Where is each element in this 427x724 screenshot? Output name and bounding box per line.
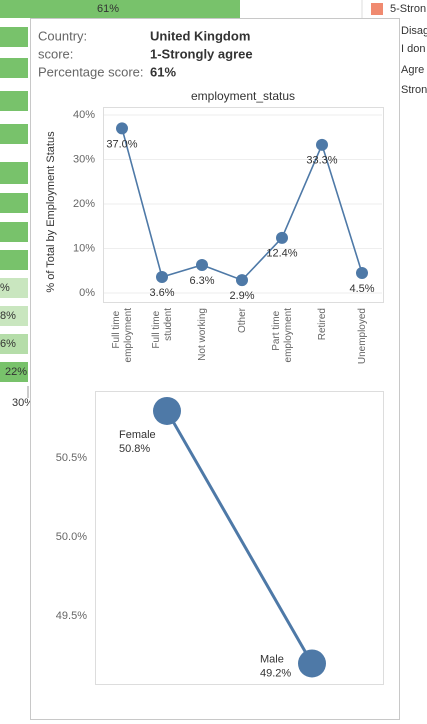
bg-bar xyxy=(0,193,28,213)
bg-bar xyxy=(0,278,28,298)
point xyxy=(116,122,128,135)
data-label: 4.5% xyxy=(349,283,374,295)
data-label: 49.2% xyxy=(260,667,291,679)
series-line xyxy=(165,410,314,665)
field-label: Country: xyxy=(38,28,87,43)
point xyxy=(153,396,181,425)
x-tick-label: Not working xyxy=(197,308,208,361)
bg-bar xyxy=(0,362,28,382)
x-tick-label: Unemployed xyxy=(357,308,368,364)
y-tick-label: 30% xyxy=(73,153,95,165)
legend-text: 5-Stron xyxy=(390,3,426,15)
bg-bar xyxy=(0,250,28,270)
field-label: score: xyxy=(38,46,73,61)
bg-bar-label: % xyxy=(0,282,10,294)
plots: employment_status % of Total by Employmen… xyxy=(45,89,382,679)
legend-text: Stron xyxy=(401,84,427,96)
bg-axis-label: 30% xyxy=(12,397,34,409)
legend-text: Agre xyxy=(401,64,424,76)
point-category: Female xyxy=(119,429,156,441)
y-tick-label: 50.5% xyxy=(56,452,87,464)
data-label: 33.3% xyxy=(306,155,337,167)
point-category: Male xyxy=(260,653,284,665)
plot-frame xyxy=(95,391,384,685)
y-tick-label: 10% xyxy=(73,242,95,254)
field-value: 61% xyxy=(150,64,176,79)
bg-bar xyxy=(0,222,28,242)
field-value: United Kingdom xyxy=(150,28,250,43)
data-label: 3.6% xyxy=(149,287,174,299)
y-tick-label: 50.0% xyxy=(56,531,87,543)
field-value: 1-Strongly agree xyxy=(150,46,253,61)
data-label: 37.0% xyxy=(106,138,137,150)
chart-title: employment_status xyxy=(191,89,295,103)
bg-bar xyxy=(0,124,28,144)
data-label: 50.8% xyxy=(119,443,150,455)
bg-bar-label: 22% xyxy=(5,366,27,378)
bg-bar xyxy=(0,334,28,354)
bg-bar xyxy=(0,91,28,111)
point xyxy=(276,231,288,244)
bg-bar xyxy=(0,27,28,47)
bg-bar-label: 8% xyxy=(0,310,16,322)
y-axis-label: % of Total by Employment Status xyxy=(45,131,57,293)
point xyxy=(316,138,328,151)
legend-text: I don xyxy=(401,43,425,55)
legend-text: Disag xyxy=(401,25,427,37)
x-tick-label: Other xyxy=(237,307,248,333)
x-tick-label: Full time employment xyxy=(111,308,134,363)
point xyxy=(298,649,326,678)
plot-frame xyxy=(103,107,384,303)
y-tick-label: 20% xyxy=(73,198,95,210)
bg-bar-label: 6% xyxy=(0,338,16,350)
data-label: 12.4% xyxy=(266,248,297,260)
point xyxy=(156,270,168,283)
y-tick-label: 0% xyxy=(79,287,95,299)
data-label: 6.3% xyxy=(189,275,214,287)
x-tick-label: Retired xyxy=(317,308,328,340)
x-tick-label: Full time student xyxy=(151,308,174,349)
point xyxy=(196,258,208,271)
tooltip xyxy=(30,18,400,720)
bg-bar xyxy=(0,58,28,78)
point xyxy=(356,266,368,279)
legend-swatch xyxy=(371,3,383,15)
bg-bar xyxy=(0,306,28,326)
y-tick-label: 40% xyxy=(73,109,95,121)
point xyxy=(236,274,248,287)
y-tick-label: 49.5% xyxy=(56,610,87,622)
tooltip-fields: Country: United Kingdom score: 1-Strongly a… xyxy=(38,28,253,79)
data-label: 2.9% xyxy=(229,290,254,302)
field-label: Percentage score: xyxy=(38,64,144,79)
x-tick-label: Part time employment xyxy=(271,308,294,363)
background-viz: 61% % 8% 6% 22% 30% 5-Stron Disag I don … xyxy=(0,0,427,409)
bg-bar xyxy=(0,0,240,18)
bg-top-label: 61% xyxy=(97,3,119,15)
bg-bar xyxy=(0,162,28,184)
